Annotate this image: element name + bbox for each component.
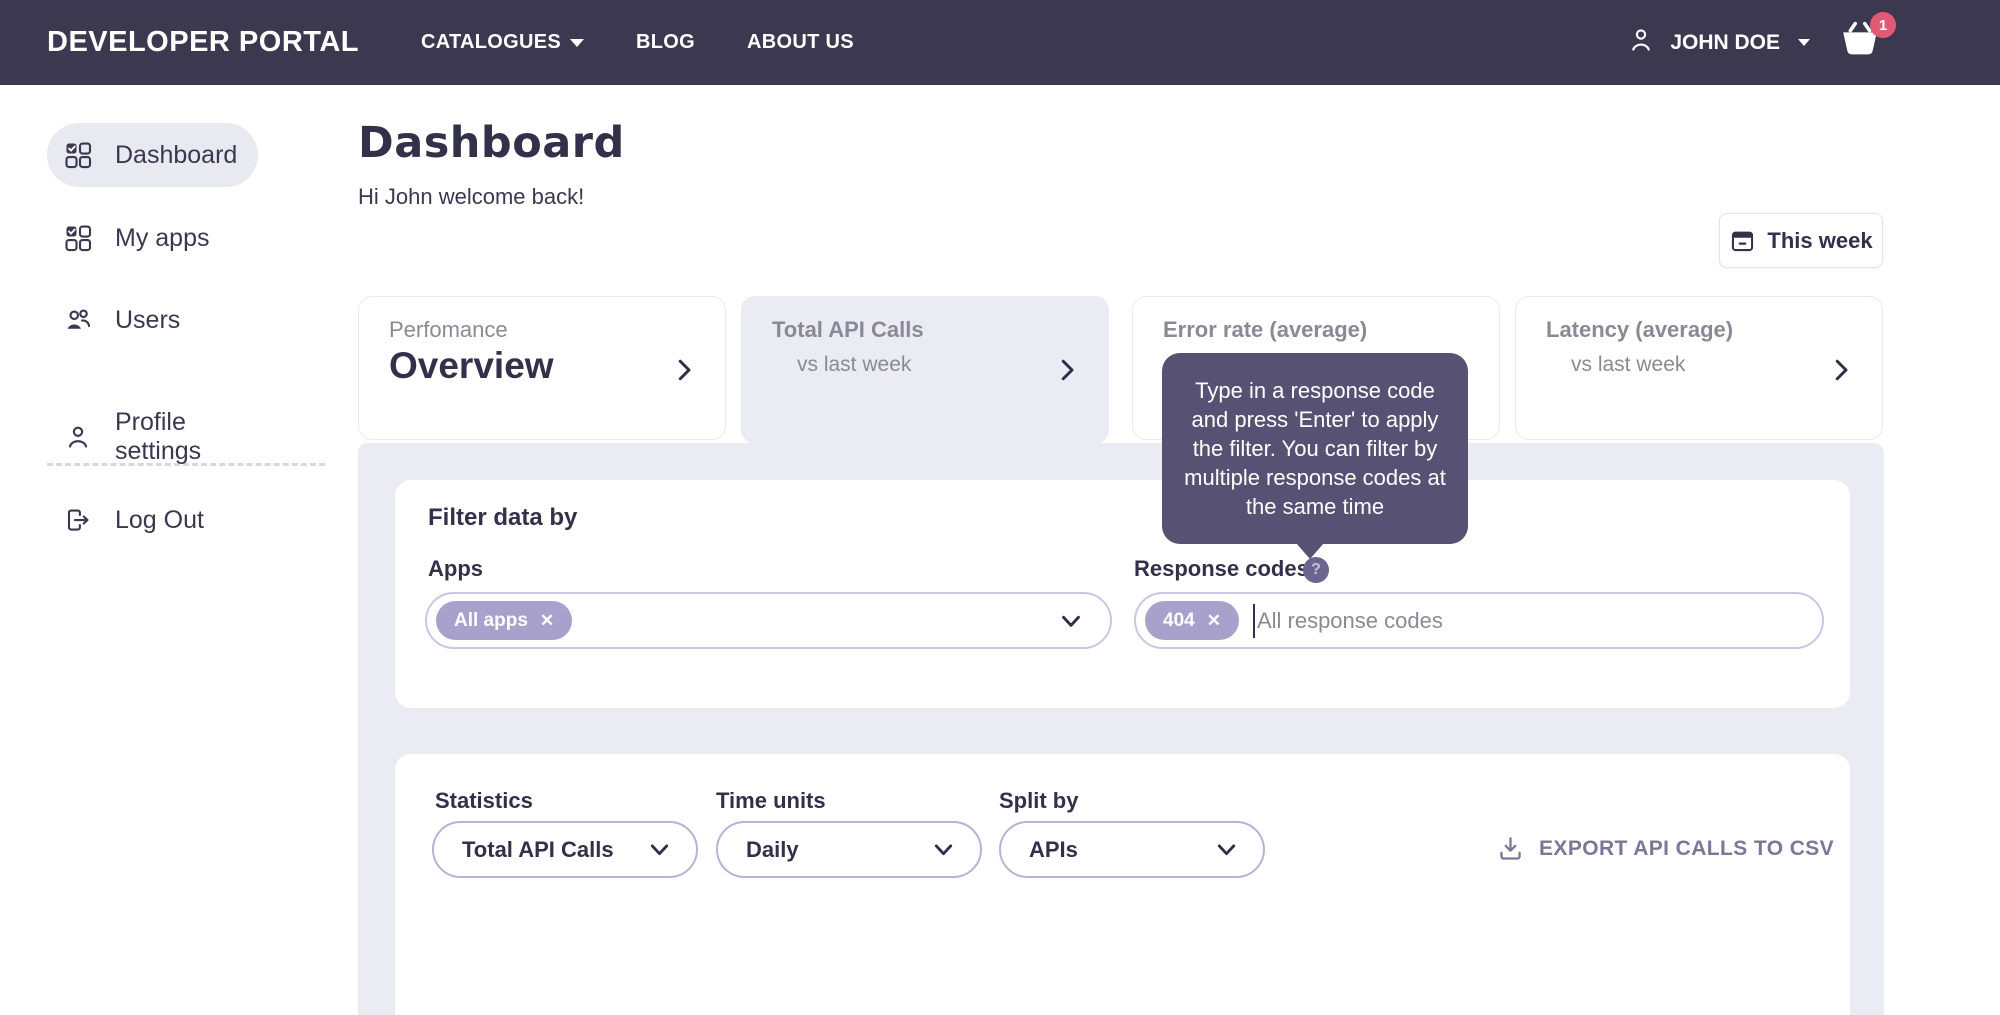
calendar-icon bbox=[1732, 231, 1754, 252]
apps-filter-label: Apps bbox=[428, 556, 483, 581]
statistics-label: Statistics bbox=[435, 788, 533, 813]
user-icon bbox=[68, 426, 88, 448]
user-menu[interactable]: JOHN DOE bbox=[1626, 0, 1810, 85]
card-subtitle: vs last week bbox=[797, 353, 912, 376]
time-units-value: Daily bbox=[746, 836, 799, 862]
chevron-right-icon bbox=[1061, 359, 1074, 381]
chip-remove-icon[interactable]: ✕ bbox=[539, 610, 555, 630]
help-icon[interactable]: ? bbox=[1303, 557, 1329, 583]
response-codes-input[interactable] bbox=[1256, 607, 1798, 634]
nav-link-blog[interactable]: BLOG bbox=[636, 31, 695, 54]
apps-chip: All apps ✕ bbox=[436, 601, 573, 640]
split-by-select[interactable]: APIs bbox=[999, 821, 1265, 878]
chevron-down-icon bbox=[934, 844, 953, 856]
basket-icon bbox=[1843, 21, 1877, 55]
nav-link-label: CATALOGUES bbox=[421, 31, 562, 53]
nav-link-label: BLOG bbox=[636, 31, 696, 53]
nav-link-catalogues[interactable]: CATALOGUES bbox=[421, 31, 585, 54]
sidebar-item-label: Profile settings bbox=[115, 408, 202, 465]
time-units-label: Time units bbox=[716, 788, 826, 813]
chip-label: 404 bbox=[1163, 609, 1195, 631]
chevron-down-icon bbox=[570, 38, 585, 47]
chevron-down-icon bbox=[1062, 615, 1080, 627]
grid-check-icon bbox=[65, 225, 92, 252]
card-total-api-calls[interactable]: Total API Calls vs last week bbox=[741, 296, 1109, 444]
welcome-text: Hi John welcome back! bbox=[358, 184, 585, 209]
download-icon bbox=[1500, 837, 1521, 860]
card-title: Total API Calls bbox=[772, 317, 924, 342]
export-csv-button[interactable]: EXPORT API CALLS TO CSV bbox=[1496, 834, 1834, 863]
sidebar-item-label: Log Out bbox=[115, 505, 204, 534]
sidebar-item-users[interactable]: Users bbox=[47, 288, 258, 352]
nav-link-label: ABOUT US bbox=[747, 31, 854, 53]
sidebar-item-label: Dashboard bbox=[115, 140, 238, 169]
basket-button[interactable]: 1 bbox=[1836, 12, 1896, 68]
chevron-down-icon bbox=[650, 844, 669, 856]
tooltip-tail bbox=[1296, 543, 1324, 559]
brand-logo[interactable]: DEVELOPER PORTAL bbox=[47, 26, 359, 58]
user-icon bbox=[1626, 25, 1656, 60]
chevron-down-icon bbox=[1217, 844, 1236, 856]
sidebar-item-label: Users bbox=[115, 305, 181, 334]
card-performance-overview[interactable]: Perfomance Overview bbox=[358, 296, 726, 440]
card-title: Perfomance bbox=[389, 317, 508, 342]
tooltip-text: Type in a response code and press 'Enter… bbox=[1184, 378, 1446, 519]
export-csv-label: EXPORT API CALLS TO CSV bbox=[1539, 836, 1835, 860]
grid-check-icon bbox=[65, 142, 92, 169]
logout-icon bbox=[67, 509, 89, 531]
chevron-right-icon bbox=[1835, 359, 1848, 381]
card-title: Latency (average) bbox=[1546, 317, 1734, 342]
card-title: Error rate (average) bbox=[1163, 317, 1368, 342]
apps-multiselect[interactable]: All apps ✕ bbox=[425, 592, 1112, 649]
filter-heading: Filter data by bbox=[428, 504, 578, 531]
sidebar-item-label: My apps bbox=[115, 223, 210, 252]
sidebar-divider bbox=[47, 463, 325, 466]
statistics-select[interactable]: Total API Calls bbox=[432, 821, 698, 878]
statistics-value: Total API Calls bbox=[462, 836, 614, 862]
card-latency[interactable]: Latency (average) vs last week bbox=[1515, 296, 1883, 440]
split-by-value: APIs bbox=[1029, 836, 1078, 862]
date-range-button[interactable]: This week bbox=[1719, 213, 1883, 268]
nav-link-about-us[interactable]: ABOUT US bbox=[747, 31, 854, 54]
user-name: JOHN DOE bbox=[1670, 30, 1780, 54]
sidebar-item-profile-settings[interactable]: Profile settings bbox=[47, 405, 258, 469]
chip-remove-icon[interactable]: ✕ bbox=[1206, 610, 1221, 630]
users-icon bbox=[67, 309, 91, 329]
basket-badge: 1 bbox=[1870, 12, 1896, 38]
sidebar-item-dashboard[interactable]: Dashboard bbox=[47, 123, 258, 187]
chevron-down-icon bbox=[1798, 39, 1810, 46]
top-navbar: DEVELOPER PORTAL CATALOGUES BLOG ABOUT U… bbox=[0, 0, 2000, 85]
sidebar-item-my-apps[interactable]: My apps bbox=[47, 206, 258, 270]
response-codes-input-wrap[interactable]: 404 ✕ bbox=[1134, 592, 1824, 649]
chart-controls-panel bbox=[395, 754, 1850, 1015]
response-codes-tooltip: Type in a response code and press 'Enter… bbox=[1162, 353, 1468, 559]
response-code-chip: 404 ✕ bbox=[1145, 601, 1239, 640]
date-range-label: This week bbox=[1767, 227, 1873, 253]
page-title: Dashboard bbox=[358, 118, 625, 168]
chip-label: All apps bbox=[454, 609, 528, 631]
nav-links: CATALOGUES BLOG ABOUT US bbox=[421, 0, 854, 85]
card-big-label: Overview bbox=[389, 345, 554, 386]
card-subtitle: vs last week bbox=[1571, 353, 1686, 376]
text-cursor bbox=[1252, 603, 1255, 638]
sidebar-item-log-out[interactable]: Log Out bbox=[47, 488, 258, 552]
chevron-right-icon bbox=[678, 359, 691, 381]
sidebar: Dashboard My apps Users bbox=[0, 85, 332, 1015]
split-by-label: Split by bbox=[999, 788, 1079, 813]
response-codes-label: Response codes bbox=[1134, 556, 1309, 581]
time-units-select[interactable]: Daily bbox=[716, 821, 982, 878]
